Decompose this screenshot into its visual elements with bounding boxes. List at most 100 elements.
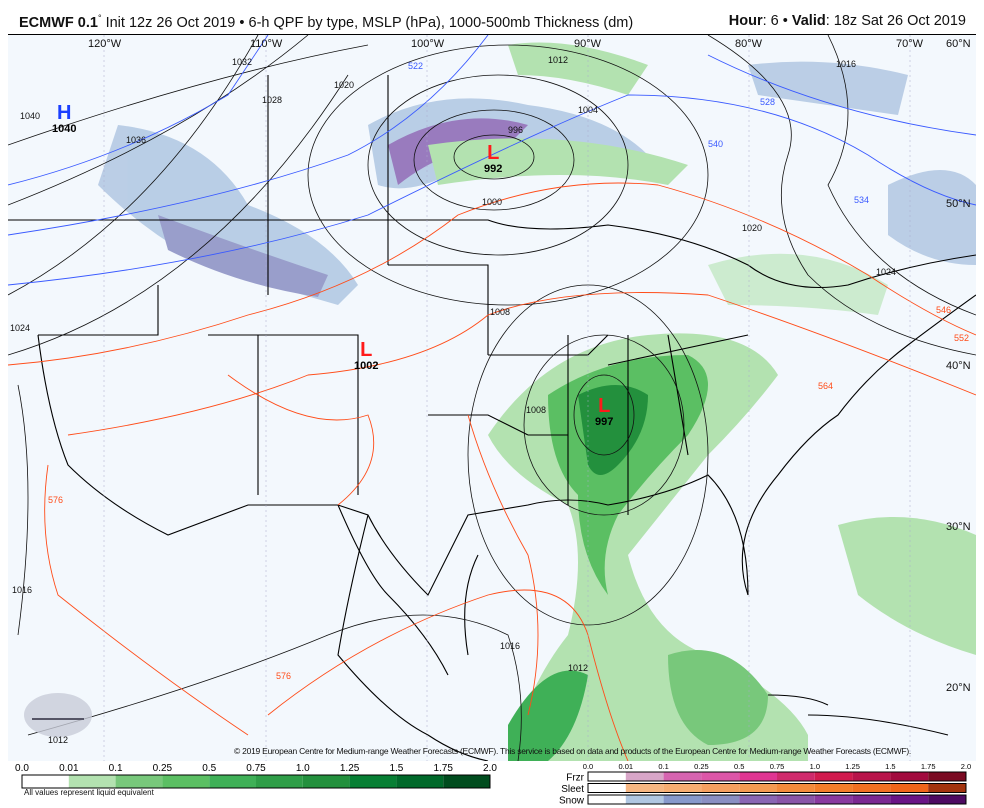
legend-tick: 0.0	[583, 762, 593, 771]
legend-swatch	[777, 772, 815, 781]
legend-swatch	[701, 783, 740, 793]
pressure-center-low: L 997	[595, 395, 614, 428]
legend-tick: 0.75	[246, 763, 266, 774]
legend-row-label: Snow	[559, 796, 585, 807]
isobar-label: 1020	[742, 223, 763, 233]
legend-tick: 1.75	[433, 763, 453, 774]
legend-tick: 0.1	[109, 763, 123, 774]
legend-swatch	[739, 795, 777, 804]
legend-tick: 0.0	[15, 763, 29, 774]
legend-swatch	[349, 775, 397, 788]
legend-swatch	[209, 775, 256, 788]
legend-swatch	[928, 783, 966, 793]
legend-tick: 1.25	[845, 762, 860, 771]
legend-swatch	[625, 795, 664, 804]
legend-tick: 0.5	[734, 762, 744, 771]
legend-tick: 0.01	[59, 763, 79, 774]
legend-swatch	[814, 795, 853, 804]
legend-tick: 0.25	[694, 762, 709, 771]
isobar-label: 1008	[526, 405, 547, 415]
precip-type-legend: 0.0 0.01 0.1 0.25 0.5 0.75 1.0 1.25 1.5 1.75 2.0 Fr…	[559, 762, 971, 807]
legend-tick: 0.1	[658, 762, 668, 771]
map-title: ECMWF 0.1° Init 12z 26 Oct 2019 • 6-h QP…	[19, 13, 634, 31]
legend-swatch	[625, 783, 664, 793]
legend-swatch	[928, 795, 966, 804]
legend-tick: 0.01	[618, 762, 633, 771]
legend-swatch	[814, 772, 853, 781]
legend-swatch	[928, 772, 966, 781]
isobar-label: 996	[508, 125, 524, 135]
lon-label: 110°W	[250, 38, 283, 50]
thickness-label: 552	[954, 333, 970, 343]
legend-swatch	[663, 795, 702, 804]
legend-swatch	[777, 795, 815, 804]
graticule	[103, 35, 911, 761]
lon-label: 70°W	[896, 38, 924, 50]
rain-legend: 0.0 0.01 0.1 0.25 0.5 0.75 1.0 1.25 1.5 1.75 2.0	[15, 763, 497, 789]
legend-swatch	[443, 775, 490, 788]
legend-tick: 2.0	[483, 763, 497, 774]
legend-swatch	[739, 772, 777, 781]
lon-label: 120°W	[88, 38, 122, 50]
pressure-center-low: L 992	[484, 142, 503, 175]
legend-swatch	[625, 772, 664, 781]
isobar-label: 1012	[48, 735, 69, 745]
thickness-dashed	[8, 35, 976, 286]
isobar-label: 1000	[482, 197, 503, 207]
isobar-label: 1008	[490, 307, 511, 317]
legend-swatch	[739, 783, 777, 793]
legend-swatch	[588, 772, 626, 781]
lat-label: 50°N	[946, 198, 971, 210]
legend-swatch	[890, 795, 929, 804]
weatherbell-logo	[24, 693, 92, 737]
legend-swatch	[663, 772, 702, 781]
legend-swatch	[890, 772, 929, 781]
legend-border	[587, 783, 967, 793]
thickness-label: 576	[276, 671, 292, 681]
legend-tick: 1.0	[296, 763, 310, 774]
legend-swatch	[588, 795, 626, 804]
legend-swatch	[162, 775, 210, 788]
legend-swatch	[302, 775, 350, 788]
isobar-label: 1036	[126, 135, 147, 145]
isobar-label: 1012	[548, 55, 569, 65]
map-canvas	[8, 35, 976, 761]
lat-label: 30°N	[946, 521, 971, 533]
legend-swatch	[852, 795, 891, 804]
legend-swatch	[852, 783, 891, 793]
valid-time: Hour: 6 • Valid: 18z Sat 26 Oct 2019	[728, 13, 966, 29]
pressure-center-low: L 1002	[354, 339, 379, 372]
legend-tick: 1.25	[340, 763, 360, 774]
thickness-label: 534	[854, 195, 870, 205]
lat-label: 20°N	[946, 682, 971, 694]
isobar-label: 1040	[20, 111, 41, 121]
legend-swatch	[22, 775, 69, 788]
isobar-label: 1016	[500, 641, 521, 651]
copyright-notice: © 2019 European Centre for Medium-range …	[234, 746, 912, 756]
legend-border	[21, 774, 491, 789]
isobar-label: 1016	[836, 59, 857, 69]
isobar-label: 1016	[12, 585, 33, 595]
isobar-label: 1028	[262, 95, 283, 105]
thickness-label: 546	[936, 305, 952, 315]
legend-note: All values represent liquid equivalent	[24, 788, 154, 797]
lon-label: 80°W	[735, 38, 763, 50]
isobar-label: 1020	[334, 80, 355, 90]
legend-swatch	[396, 775, 444, 788]
legend-tick: 1.75	[921, 762, 936, 771]
legends: 0.0 0.01 0.1 0.25 0.5 0.75 1.0 1.25 1.5 1.75 2.0 0…	[15, 762, 971, 807]
isobar-label: 1012	[568, 663, 589, 673]
isobar-label: 1004	[578, 105, 599, 115]
pressure-center-high: H 1040	[52, 102, 77, 135]
legend-swatch	[777, 783, 815, 793]
legend-swatch	[68, 775, 116, 788]
lon-label: 100°W	[411, 38, 445, 50]
legend-tick: 1.0	[810, 762, 820, 771]
weather-map: 120°W 110°W 100°W 90°W 80°W 70°W 60°N 50…	[8, 34, 976, 761]
legend-swatch	[701, 795, 740, 804]
lat-label: 60°N	[946, 38, 971, 50]
legend-border	[587, 771, 967, 782]
legend-tick: 0.5	[202, 763, 216, 774]
legend-row-label: Frzr	[566, 773, 584, 784]
legend-swatch	[115, 775, 163, 788]
